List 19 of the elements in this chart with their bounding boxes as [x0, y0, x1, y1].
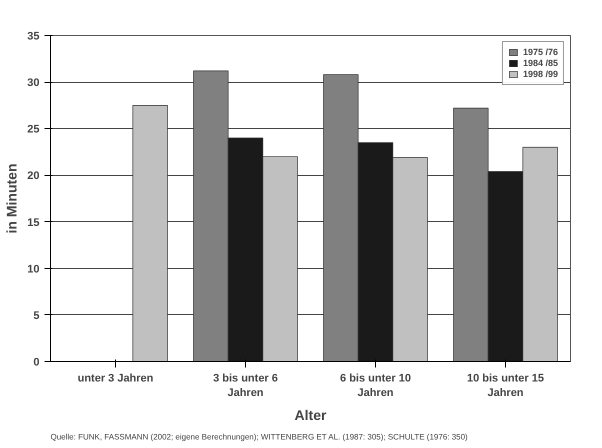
- legend-label: 1975 /76: [522, 47, 558, 57]
- x-tick-label: 3 bis unter 6 Jahren: [213, 372, 278, 399]
- y-tick-label: 20: [27, 170, 40, 182]
- y-tick-label: 0: [33, 356, 40, 368]
- legend-label: 1998 /99: [522, 69, 558, 79]
- x-tick-label: 10 bis unter 15 Jahren: [466, 372, 544, 399]
- y-tick-label: 5: [33, 310, 40, 322]
- source-note: Quelle: FUNK, FASSMANN (2002; eigene Berechnungen); WITTENBERG ET AL. (1987: 305); SCHULTE (1976: 350): [50, 432, 468, 442]
- y-tick-label: 15: [27, 216, 40, 229]
- y-tick-label: 10: [27, 263, 40, 276]
- y-tick-label: 30: [27, 77, 40, 90]
- x-tick-label: unter 3 Jahren: [78, 372, 154, 384]
- x-axis-title: Alter: [294, 406, 327, 423]
- y-tick-label: 25: [27, 124, 40, 136]
- y-tick-label: 35: [27, 30, 40, 42]
- x-tick-label: 6 bis unter 10 Jahren: [340, 372, 411, 399]
- bar: [132, 105, 168, 362]
- y-axis-title: in Minuten: [3, 163, 20, 234]
- legend-label: 1984 /85: [522, 58, 558, 68]
